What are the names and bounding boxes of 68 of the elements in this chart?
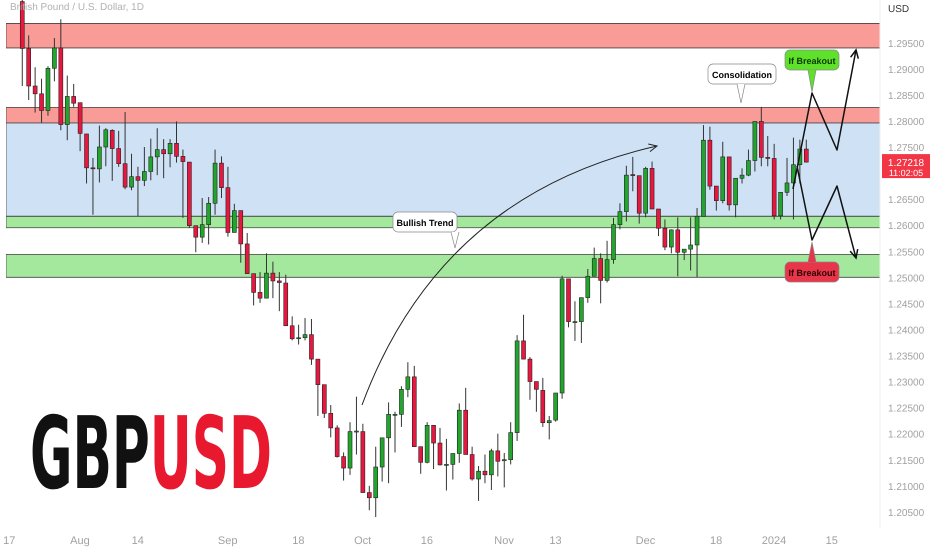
x-tick-label: 2024: [762, 534, 786, 547]
x-tick-label: 18: [710, 534, 722, 547]
candlestick: [71, 83, 76, 108]
candlestick: [630, 156, 636, 192]
x-tick-label: Oct: [354, 534, 372, 547]
y-tick-label: 1.27500: [888, 143, 925, 154]
y-tick-label: 1.29000: [888, 64, 925, 76]
candlestick: [714, 186, 719, 212]
x-tick-label: 17: [3, 534, 16, 547]
y-tick-label: 1.28000: [888, 116, 925, 128]
y-tick-label: 1.25000: [888, 273, 925, 284]
candlestick: [546, 415, 552, 440]
annotation: Bullish Trend: [396, 218, 454, 228]
y-tick-label: 1.25500: [888, 247, 925, 258]
candlestick: [232, 203, 237, 233]
x-tick-label: Dec: [636, 534, 656, 547]
text: GBPUSD: [30, 395, 362, 512]
candlestick: [592, 247, 597, 277]
y-tick-label: 1.22000: [888, 430, 925, 441]
candlestick: [669, 228, 674, 254]
annotation: Consolidation: [712, 70, 772, 80]
candlestick: [450, 452, 456, 480]
y-tick-label: 1.20500: [888, 508, 925, 519]
x-tick-label: Sep: [218, 534, 238, 547]
candlestick: [765, 136, 770, 167]
candlestick: [496, 433, 500, 477]
candlestick: [193, 225, 198, 253]
text: 11:02:05: [888, 168, 924, 178]
candlestick: [148, 138, 154, 181]
y-axis-title: USD: [888, 4, 910, 15]
candlestick: [418, 446, 424, 474]
y-tick-label: 1.24000: [888, 325, 925, 336]
y-tick-label: 1.26500: [888, 195, 925, 206]
candlestick: [200, 198, 205, 244]
candlestick: [804, 139, 809, 164]
text: 1.27218: [888, 158, 925, 170]
candlestick: [682, 248, 686, 261]
candlestick: [502, 452, 507, 488]
candlestick: [585, 268, 590, 304]
y-tick-label: 1.29500: [888, 38, 925, 50]
y-tick-label: 1.21000: [888, 482, 925, 493]
y-tick-label: 1.23500: [888, 352, 925, 363]
candlestick: [104, 128, 108, 167]
x-tick-label: 15: [826, 534, 838, 547]
y-tick-label: 1.23000: [888, 378, 925, 389]
y-tick-label: 1.24500: [888, 299, 925, 310]
y-tick-label: 1.22500: [888, 404, 925, 415]
x-tick-label: 16: [420, 534, 434, 547]
x-tick-label: 14: [132, 534, 144, 547]
candlestick: [675, 216, 680, 277]
x-tick-label: 13: [549, 534, 562, 547]
candlestick: [328, 404, 334, 438]
annotation: If Breakout: [788, 56, 836, 66]
candlestick: [598, 252, 603, 304]
candlestick: [277, 272, 282, 312]
x-tick-label: Nov: [494, 534, 514, 547]
y-tick-label: 1.28500: [888, 90, 925, 102]
y-tick-label: 1.21500: [888, 456, 925, 467]
y-tick-label: 1.26000: [888, 221, 925, 232]
annotation: If Breakout: [788, 268, 836, 278]
candlestick: [154, 128, 160, 176]
x-tick-label: Aug: [70, 534, 90, 547]
candlestick: [116, 130, 121, 168]
candlestick: [366, 485, 372, 511]
candlestick: [290, 316, 294, 341]
candlestick: [110, 128, 115, 182]
x-tick-label: 18: [292, 534, 305, 547]
candlestick: [161, 138, 166, 179]
